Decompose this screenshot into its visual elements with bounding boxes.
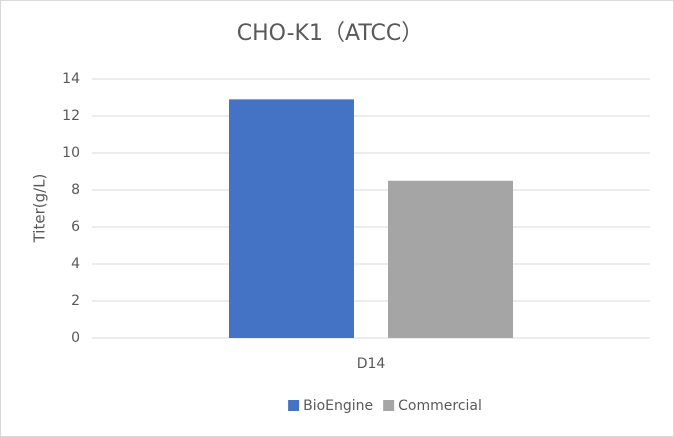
y-tick-label: 14	[62, 71, 80, 87]
y-tick-label: 10	[62, 145, 80, 161]
legend-swatch	[288, 400, 300, 411]
legend-label: Commercial	[398, 398, 482, 414]
y-tick-label: 0	[71, 330, 80, 346]
y-tick-label: 2	[71, 293, 80, 309]
y-tick-label: 4	[71, 256, 80, 272]
y-tick-label: 6	[71, 219, 80, 235]
legend-swatch	[383, 400, 395, 411]
legend-label: BioEngine	[303, 398, 373, 414]
chart-title: CHO-K1（ATCC）	[237, 21, 423, 46]
y-axis-title: Titer(g/L)	[31, 174, 49, 244]
bar	[388, 180, 514, 338]
y-tick-label: 12	[62, 108, 80, 124]
x-tick-label: D14	[357, 356, 386, 372]
y-tick-label: 8	[71, 182, 80, 198]
bar	[228, 99, 354, 338]
